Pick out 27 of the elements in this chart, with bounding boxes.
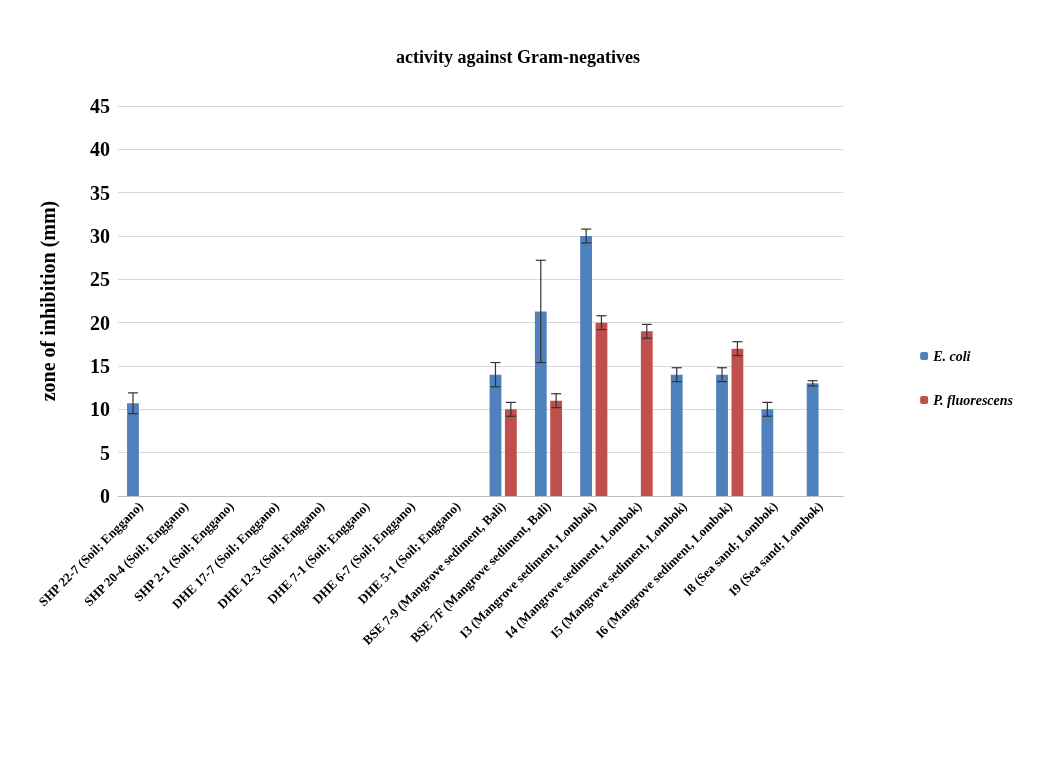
y-tick-label: 45 [90,95,110,117]
bar [534,311,547,496]
y-tick-label: 30 [90,225,110,247]
bar [670,374,683,496]
y-tick-label: 15 [90,355,110,377]
y-tick-label: 10 [90,398,110,421]
bar [550,400,563,496]
bar [640,331,653,496]
legend-label: E. coli [932,348,971,364]
y-tick-label: 5 [100,441,110,464]
bar [580,236,593,496]
y-tick-label: 0 [100,485,110,507]
bar [716,374,728,496]
legend-label: P. fluorescens [933,392,1014,408]
y-tick-label: 35 [90,181,110,204]
bar [806,383,819,496]
y-tick-label: 20 [90,311,110,334]
y-axis-title: zone of inhibition (mm) [37,200,60,402]
bar [731,348,744,496]
chart-title: activity against Gram-negatives [396,47,640,67]
bar [761,409,774,496]
y-tick-label: 40 [90,138,110,161]
bar [595,322,608,496]
bar [127,403,139,496]
y-tick-label: 25 [90,268,110,291]
bar [489,374,502,496]
bar [504,409,517,496]
